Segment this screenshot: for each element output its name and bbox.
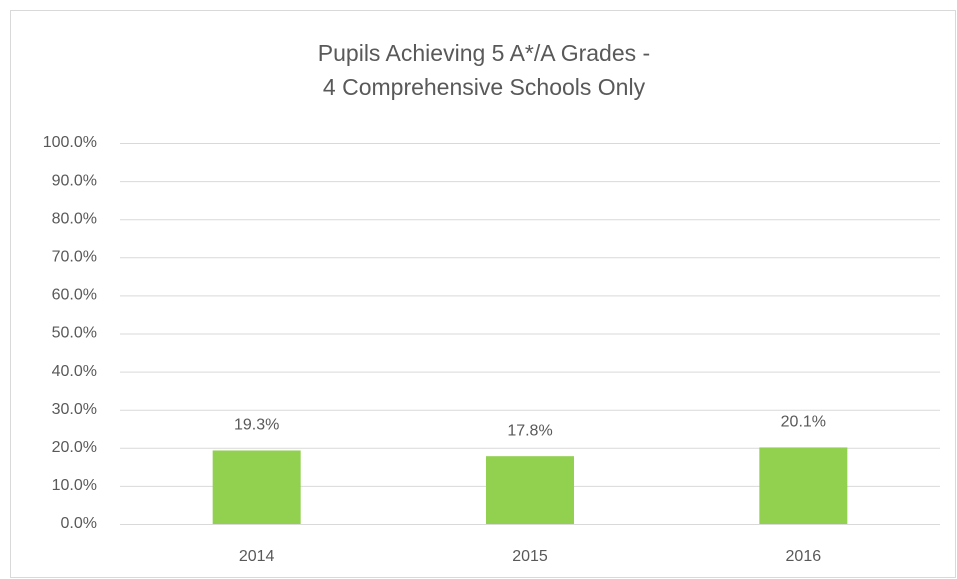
data-label: 19.3% bbox=[234, 417, 279, 434]
y-tick-label: 40.0% bbox=[52, 363, 97, 380]
y-tick-label: 20.0% bbox=[52, 439, 97, 456]
x-tick-label: 2016 bbox=[786, 548, 822, 565]
y-tick-label: 70.0% bbox=[52, 249, 97, 266]
y-tick-label: 50.0% bbox=[52, 325, 97, 342]
x-tick-label: 2014 bbox=[239, 548, 275, 565]
y-tick-label: 80.0% bbox=[52, 210, 97, 227]
y-tick-label: 0.0% bbox=[61, 515, 97, 532]
data-label: 20.1% bbox=[781, 414, 826, 431]
y-tick-label: 10.0% bbox=[52, 477, 97, 494]
chart-title: Pupils Achieving 5 A*/A Grades - bbox=[318, 40, 650, 66]
y-tick-label: 30.0% bbox=[52, 401, 97, 418]
y-tick-label: 100.0% bbox=[43, 134, 97, 151]
chart-title: 4 Comprehensive Schools Only bbox=[323, 74, 646, 100]
bar bbox=[486, 456, 574, 524]
y-tick-label: 90.0% bbox=[52, 172, 97, 189]
x-tick-label: 2015 bbox=[512, 548, 548, 565]
bar bbox=[759, 447, 848, 524]
data-label: 17.8% bbox=[507, 422, 552, 439]
y-tick-label: 60.0% bbox=[52, 287, 97, 304]
bar bbox=[212, 450, 301, 524]
